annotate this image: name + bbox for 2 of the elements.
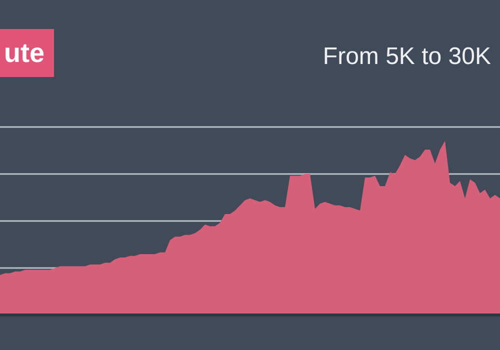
chart-subtitle: From 5K to 30K: [322, 42, 491, 72]
chart-title: ute: [0, 29, 54, 77]
